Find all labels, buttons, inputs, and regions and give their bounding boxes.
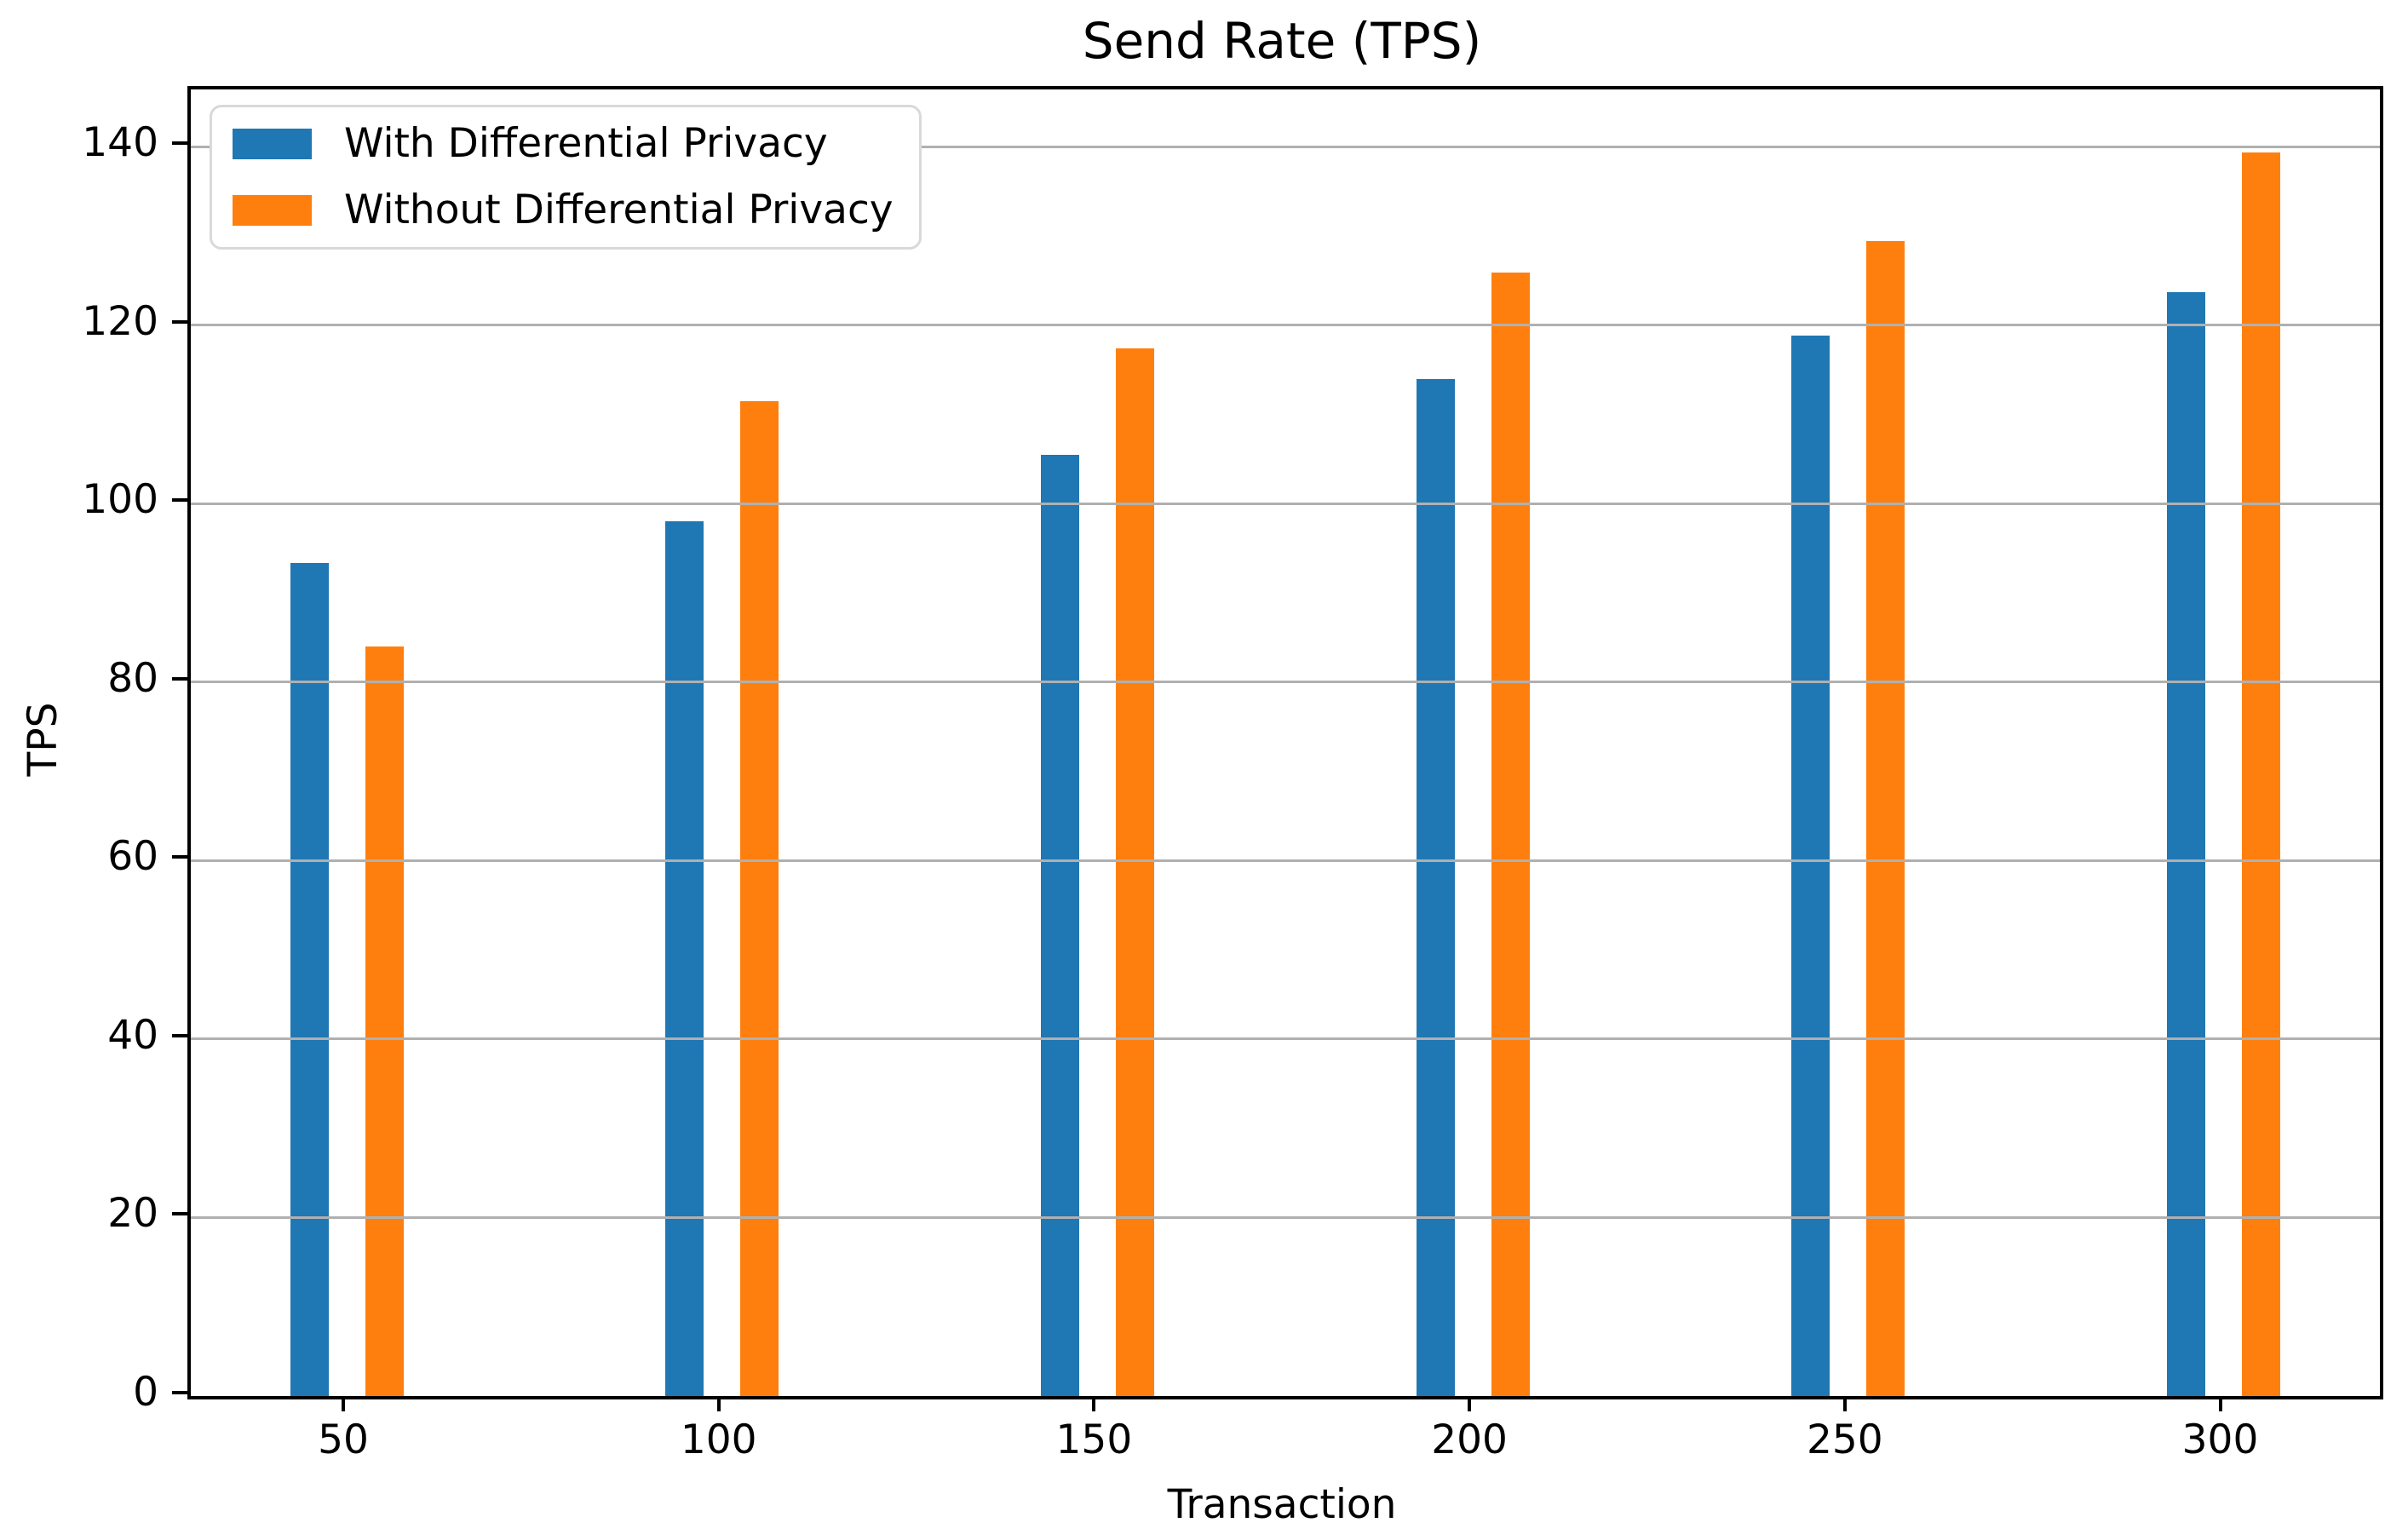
bar-with-dp-150 bbox=[1040, 454, 1079, 1396]
bar-with-dp-100 bbox=[665, 521, 704, 1396]
y-tick-mark-80 bbox=[172, 676, 187, 681]
bar-with-dp-200 bbox=[1416, 378, 1455, 1396]
y-tick-label-0: 0 bbox=[133, 1369, 158, 1416]
x-tick-label-150: 150 bbox=[1055, 1416, 1133, 1463]
gridline-y-140 bbox=[191, 145, 2380, 148]
y-axis-label: TPS bbox=[20, 702, 66, 777]
x-tick-label-200: 200 bbox=[1431, 1416, 1508, 1463]
x-tick-mark-200 bbox=[1468, 1396, 1472, 1411]
y-tick-mark-60 bbox=[172, 855, 187, 859]
x-tick-mark-50 bbox=[342, 1396, 345, 1411]
y-tick-label-40: 40 bbox=[107, 1011, 158, 1059]
y-tick-label-60: 60 bbox=[107, 833, 158, 881]
bar-without-dp-250 bbox=[1866, 241, 1905, 1396]
y-tick-mark-20 bbox=[172, 1212, 187, 1216]
gridline-y-60 bbox=[191, 859, 2380, 862]
y-tick-label-120: 120 bbox=[82, 297, 158, 345]
x-tick-label-50: 50 bbox=[318, 1416, 369, 1463]
x-tick-label-100: 100 bbox=[680, 1416, 757, 1463]
legend-entry: With Differential Privacy bbox=[233, 119, 894, 169]
legend: With Differential Privacy Without Differ… bbox=[210, 105, 922, 250]
y-tick-mark-140 bbox=[172, 141, 187, 146]
x-tick-label-300: 300 bbox=[2181, 1416, 2259, 1463]
legend-label-without-dp: Without Differential Privacy bbox=[344, 187, 894, 233]
x-axis-label: Transaction bbox=[1167, 1481, 1397, 1528]
y-tick-label-100: 100 bbox=[82, 476, 158, 524]
x-tick-label-250: 250 bbox=[1806, 1416, 1883, 1463]
x-tick-mark-100 bbox=[716, 1396, 721, 1411]
x-tick-mark-250 bbox=[1842, 1396, 1847, 1411]
chart-title: Send Rate (TPS) bbox=[1082, 12, 1482, 70]
y-tick-label-80: 80 bbox=[107, 654, 158, 702]
x-tick-mark-300 bbox=[2218, 1396, 2222, 1411]
legend-label-with-dp: With Differential Privacy bbox=[344, 120, 828, 167]
y-tick-label-20: 20 bbox=[107, 1190, 158, 1238]
bar-without-dp-150 bbox=[1115, 348, 1154, 1396]
y-tick-mark-120 bbox=[172, 319, 187, 324]
gridline-y-20 bbox=[191, 1215, 2380, 1219]
bar-with-dp-250 bbox=[1791, 336, 1830, 1396]
y-tick-mark-0 bbox=[172, 1391, 187, 1394]
bar-without-dp-300 bbox=[2242, 152, 2280, 1396]
bar-without-dp-100 bbox=[740, 400, 779, 1396]
gridline-y-120 bbox=[191, 324, 2380, 327]
y-tick-mark-100 bbox=[172, 498, 187, 503]
bar-with-dp-50 bbox=[290, 563, 329, 1396]
legend-entry: Without Differential Privacy bbox=[233, 186, 894, 235]
legend-swatch-without-dp bbox=[233, 195, 312, 226]
plot-area bbox=[187, 86, 2383, 1399]
bar-with-dp-300 bbox=[2167, 291, 2205, 1396]
y-tick-mark-40 bbox=[172, 1033, 187, 1037]
x-tick-mark-150 bbox=[1092, 1396, 1096, 1411]
bar-without-dp-200 bbox=[1491, 272, 1530, 1396]
gridline-y-40 bbox=[191, 1037, 2380, 1041]
bar-without-dp-50 bbox=[365, 646, 404, 1396]
y-tick-label-140: 140 bbox=[82, 119, 158, 167]
gridline-y-80 bbox=[191, 681, 2380, 684]
gridline-y-100 bbox=[191, 502, 2380, 505]
legend-swatch-with-dp bbox=[233, 129, 312, 159]
